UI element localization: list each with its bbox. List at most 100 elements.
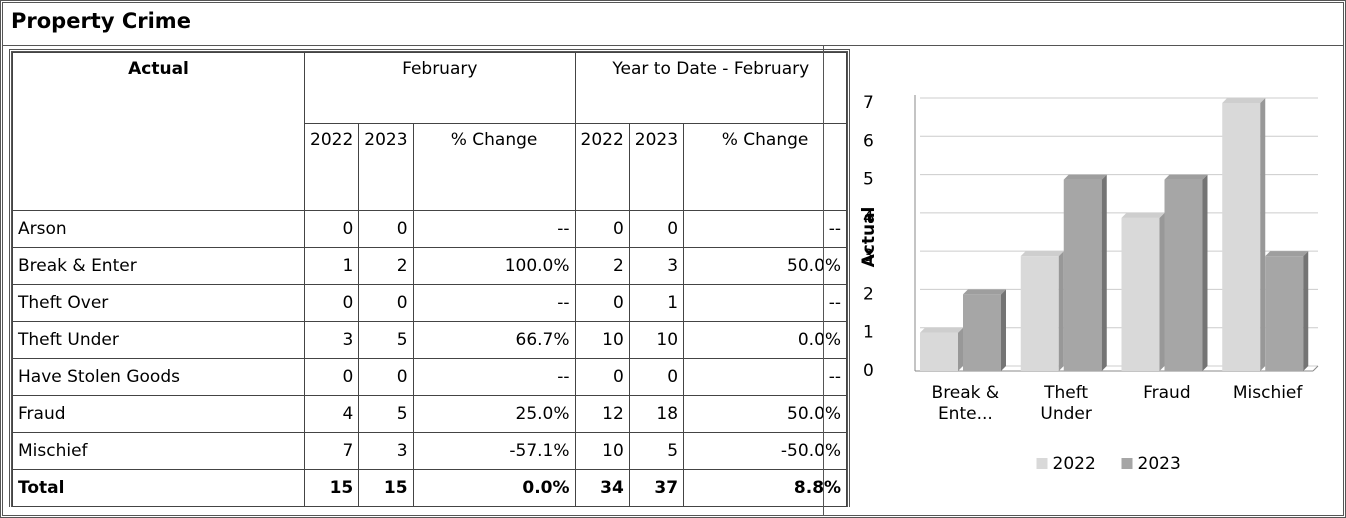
legend-swatch — [1121, 458, 1133, 469]
cell: 2 — [358, 247, 414, 285]
bar-side — [1001, 289, 1006, 371]
cell: 0.0% — [412, 469, 576, 507]
header-cell: 2023 — [628, 123, 685, 211]
bar-top — [1020, 251, 1064, 257]
bar — [920, 327, 963, 371]
cell: 0 — [358, 284, 414, 322]
bar-front — [1222, 103, 1261, 371]
bar — [1121, 212, 1165, 371]
cell: 37 — [628, 469, 685, 507]
header-cell: Actual — [12, 52, 305, 211]
bar-side — [1101, 174, 1107, 371]
header-cell: Year to Date - February — [574, 52, 848, 124]
bar-side — [958, 327, 963, 371]
cell: 0 — [303, 358, 360, 396]
legend-label: 2023 — [1138, 454, 1181, 474]
y-tick-label: 1 — [863, 323, 874, 343]
cell: 0 — [628, 210, 685, 248]
cell: 15 — [303, 469, 360, 507]
cell: 15 — [358, 469, 414, 507]
data-row: Theft Under 3 5 66.7% 10 10 0.0% — [12, 321, 848, 359]
cell: 3 — [303, 321, 360, 359]
bar — [1164, 174, 1208, 371]
header-cell: % Change — [683, 123, 848, 211]
data-row: Have Stolen Goods 0 0 -- 0 0 -- — [12, 358, 848, 396]
bar-side — [1303, 251, 1309, 371]
bar-front — [963, 294, 1001, 371]
header-cell: 2023 — [358, 123, 414, 211]
cell: 25.0% — [412, 395, 576, 433]
cell: 5 — [628, 432, 685, 470]
bar-side — [1159, 212, 1165, 371]
data-row: Break & Enter 1 2 100.0% 2 3 50.0% — [12, 247, 848, 285]
cell: 4 — [303, 395, 360, 433]
cell: 7 — [303, 432, 360, 470]
bar — [1265, 251, 1309, 371]
bar-top — [1265, 251, 1309, 257]
y-tick-label: 4 — [863, 208, 874, 228]
cell: Total — [12, 469, 305, 507]
title-rule — [3, 45, 1343, 46]
cell: 0 — [574, 210, 630, 248]
y-tick-label: 6 — [863, 131, 874, 151]
bar-front — [1121, 217, 1160, 371]
cell: 3 — [628, 247, 685, 285]
cell: -57.1% — [412, 432, 576, 470]
x-axis-depth — [1312, 365, 1319, 372]
header-cell: February — [304, 52, 576, 124]
header-cell: 2022 — [303, 123, 360, 211]
bar-front — [1265, 256, 1304, 371]
cell: 5 — [358, 395, 414, 433]
header-cell: % Change — [412, 123, 576, 211]
cell: Theft Under — [12, 321, 305, 359]
bar-side — [1260, 98, 1266, 371]
cell: 0 — [303, 210, 360, 248]
cell: 2 — [574, 247, 630, 285]
data-row: Fraud 4 5 25.0% 12 18 50.0% — [12, 395, 848, 433]
bar-top — [963, 289, 1006, 295]
bar-front — [920, 332, 958, 371]
bar-side — [1202, 174, 1208, 371]
data-row: Theft Over 0 0 -- 0 1 -- — [12, 284, 848, 322]
bar — [1063, 174, 1107, 371]
cell: Arson — [12, 210, 305, 248]
bar-top — [1063, 174, 1107, 180]
cell: 66.7% — [412, 321, 576, 359]
legend-label: 2022 — [1053, 454, 1096, 474]
bar-top — [1164, 174, 1208, 180]
cell: -- — [683, 210, 848, 248]
cell: Fraud — [12, 395, 305, 433]
cell: 12 — [574, 395, 630, 433]
legend-swatch — [1036, 458, 1048, 469]
y-axis-title: Actual — [859, 207, 879, 268]
cell: -- — [683, 284, 848, 322]
bar-front — [1063, 179, 1102, 371]
bar — [963, 289, 1006, 371]
header-row: 2022 2023% Change 2022 2023% Change — [13, 123, 848, 211]
cell: -- — [412, 284, 576, 322]
cell: 0 — [358, 358, 414, 396]
cell: 8.8% — [683, 469, 848, 507]
bar — [1222, 98, 1266, 371]
cell: 0 — [628, 358, 685, 396]
header-cell: 2022 — [574, 123, 630, 211]
cell: 5 — [358, 321, 414, 359]
panel-title: Property Crime — [11, 9, 191, 33]
x-tick-label: Fraud — [1143, 383, 1191, 403]
cell: 1 — [303, 247, 360, 285]
crime-table: Actual February Year to Date - February 202… — [12, 52, 848, 507]
cell: 50.0% — [683, 395, 848, 433]
cell: 3 — [358, 432, 414, 470]
cell: 100.0% — [412, 247, 576, 285]
cell: 0 — [574, 358, 630, 396]
cell: Have Stolen Goods — [12, 358, 305, 396]
x-tick-label: Break & Ente... — [931, 383, 1000, 424]
cell: 18 — [628, 395, 685, 433]
cell: -- — [412, 358, 576, 396]
table-frame: Actual February Year to Date - February 202… — [9, 49, 851, 507]
chart: 0 1 2 3 4 5 6 7 Actual 2022 2023 — [859, 93, 1319, 474]
cell: 0.0% — [683, 321, 848, 359]
y-tick-label: 0 — [863, 361, 874, 381]
bar-front — [1164, 179, 1203, 371]
